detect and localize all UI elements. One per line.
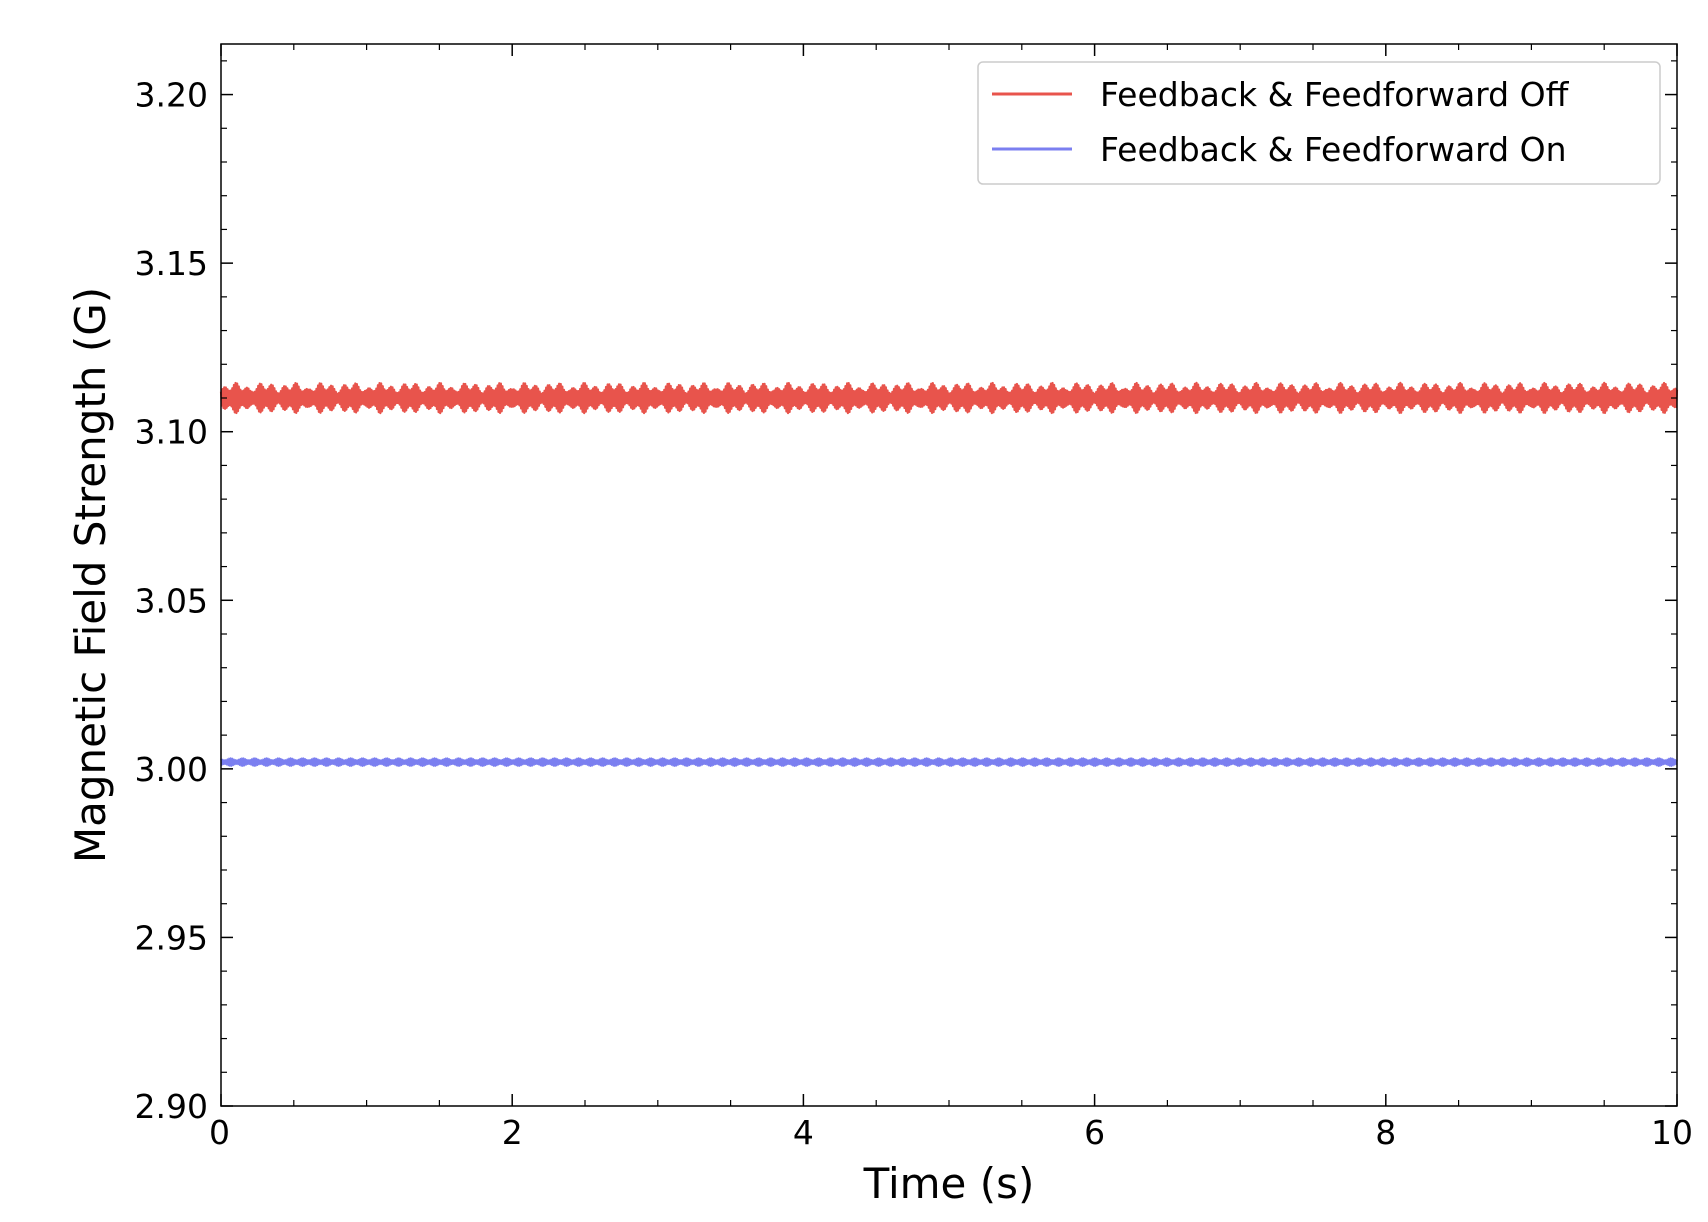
y-tick-label: 2.90: [135, 1087, 208, 1126]
y-tick-label: 3.20: [135, 76, 208, 115]
series-line-on: [220, 757, 1678, 767]
x-tick-label: 4: [793, 1113, 814, 1152]
plot-frame: [220, 43, 1678, 1107]
series-line-off: [219, 381, 1679, 415]
legend-label-off: Feedback & Feedforward Off: [1100, 75, 1570, 114]
x-tick-label: 0: [209, 1113, 230, 1152]
legend: Feedback & Feedforward Off Feedback & Fe…: [977, 61, 1661, 185]
y-tick-label: 2.95: [135, 918, 208, 957]
y-tick-label: 3.05: [135, 581, 208, 620]
legend-label-on: Feedback & Feedforward On: [1100, 130, 1567, 169]
x-tick-label: 8: [1375, 1113, 1396, 1152]
legend-box: [977, 61, 1661, 185]
x-tick-label: 6: [1084, 1113, 1105, 1152]
series-layer: [219, 381, 1679, 767]
x-axis-title: Time (s): [863, 1159, 1035, 1208]
x-tick-label: 2: [502, 1113, 523, 1152]
y-tick-label: 3.15: [135, 244, 208, 283]
x-tick-label: 10: [1651, 1113, 1693, 1152]
y-tick-label: 3.00: [135, 750, 208, 789]
ticks-layer: [220, 44, 1678, 1107]
y-axis-title: Magnetic Field Strength (G): [66, 287, 115, 863]
tick-labels: 0 2 4 6 8 10 2.90 2.95 3.00 3.05 3.10 3.15 3.20: [135, 76, 1693, 1152]
y-tick-label: 3.10: [135, 413, 208, 452]
